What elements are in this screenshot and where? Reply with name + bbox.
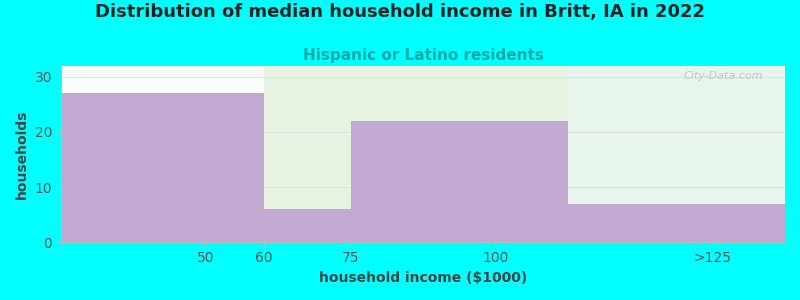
X-axis label: household income ($1000): household income ($1000)	[319, 271, 527, 285]
Bar	[568, 66, 785, 242]
Bar	[264, 209, 350, 242]
Text: Distribution of median household income in Britt, IA in 2022: Distribution of median household income …	[95, 3, 705, 21]
Bar	[350, 121, 568, 242]
Text: City-Data.com: City-Data.com	[684, 71, 763, 81]
Y-axis label: households: households	[15, 109, 29, 199]
Bar	[264, 66, 568, 242]
Bar	[568, 204, 785, 242]
Bar	[62, 93, 264, 242]
Title: Hispanic or Latino residents: Hispanic or Latino residents	[302, 48, 543, 63]
